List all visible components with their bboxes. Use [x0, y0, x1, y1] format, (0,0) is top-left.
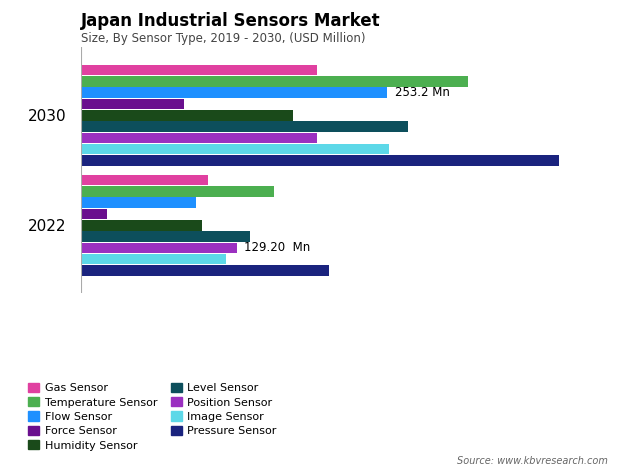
Bar — [81, 76, 468, 87]
Bar — [81, 186, 275, 197]
Bar — [81, 231, 250, 242]
Bar — [81, 265, 329, 276]
Bar — [81, 254, 226, 264]
Bar — [81, 175, 208, 185]
Text: Size, By Sensor Type, 2019 - 2030, (USD Million): Size, By Sensor Type, 2019 - 2030, (USD … — [81, 32, 365, 45]
Bar — [81, 99, 184, 109]
Text: Source: www.kbvresearch.com: Source: www.kbvresearch.com — [457, 456, 608, 466]
Bar — [81, 220, 202, 230]
Bar — [81, 110, 293, 121]
Text: Japan Industrial Sensors Market: Japan Industrial Sensors Market — [81, 12, 380, 30]
Bar — [81, 197, 196, 208]
Bar — [81, 88, 388, 98]
Bar — [81, 209, 107, 219]
Bar — [81, 155, 559, 166]
Bar — [81, 243, 237, 253]
Text: 129.20  Mn: 129.20 Mn — [244, 241, 311, 254]
Bar — [81, 121, 407, 132]
Legend: Gas Sensor, Temperature Sensor, Flow Sensor, Force Sensor, Humidity Sensor, Leve: Gas Sensor, Temperature Sensor, Flow Sen… — [24, 378, 281, 455]
Bar — [81, 65, 317, 75]
Text: 253.2 Mn: 253.2 Mn — [394, 86, 450, 99]
Bar — [81, 144, 389, 155]
Bar — [81, 132, 317, 143]
